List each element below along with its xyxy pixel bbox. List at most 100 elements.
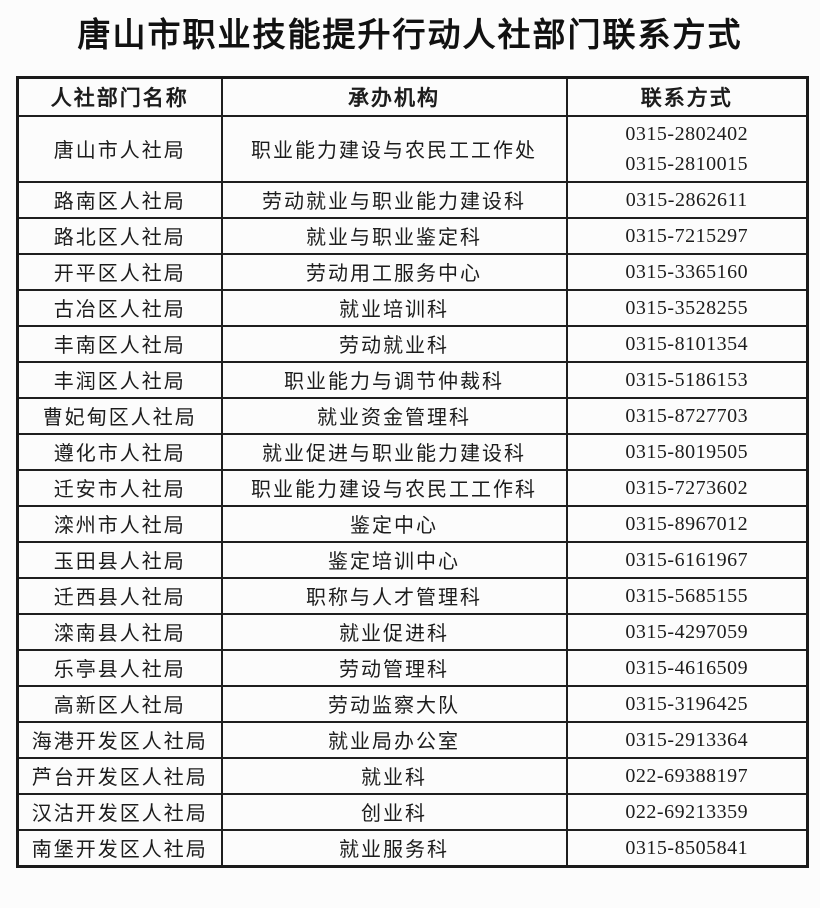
page-title: 唐山市职业技能提升行动人社部门联系方式 [77, 18, 743, 54]
phone-number: 0315-3196425 [625, 692, 749, 715]
agency-cell: 劳动管理科 [220, 648, 568, 687]
table-row: 高新区人社局 劳动监察大队 0315-3196425 [16, 684, 809, 723]
phone-number: 0315-8967012 [625, 512, 749, 535]
dept-cell: 丰润区人社局 [16, 360, 223, 399]
phone-number: 0315-7215297 [625, 224, 749, 247]
phone-number: 0315-2810015 [625, 152, 749, 175]
table-row: 曹妃甸区人社局 就业资金管理科 0315-8727703 [16, 396, 809, 435]
table-row: 滦州市人社局 鉴定中心 0315-8967012 [16, 504, 809, 543]
table-row: 遵化市人社局 就业促进与职业能力建设科 0315-8019505 [16, 432, 809, 471]
phone-number: 0315-3528255 [625, 296, 749, 319]
phone-cell: 0315-2862611 [565, 180, 809, 219]
table-row: 唐山市人社局 职业能力建设与农民工工作处 0315-2802402 0315-2810… [16, 114, 809, 183]
dept-cell: 乐亭县人社局 [16, 648, 223, 687]
phone-cell: 0315-3196425 [565, 684, 809, 723]
phone-number: 0315-8101354 [625, 332, 749, 355]
phone-number: 022-69213359 [625, 800, 749, 823]
agency-cell: 创业科 [220, 792, 568, 831]
dept-cell: 南堡开发区人社局 [16, 828, 223, 867]
phone-cell: 0315-5186153 [565, 360, 809, 399]
table-row: 路南区人社局 劳动就业与职业能力建设科 0315-2862611 [16, 180, 809, 219]
phone-number: 0315-4297059 [625, 620, 749, 643]
table-row: 迁安市人社局 职业能力建设与农民工工作科 0315-7273602 [16, 468, 809, 507]
phone-cell: 0315-8101354 [565, 324, 809, 363]
phone-cell: 0315-2913364 [565, 720, 809, 759]
phone-number: 0315-2862611 [625, 188, 748, 211]
header-row: 人社部门名称 承办机构 联系方式 [16, 76, 809, 117]
phone-number: 0315-5685155 [625, 584, 749, 607]
agency-cell: 就业科 [220, 756, 568, 795]
phone-cell: 0315-3365160 [565, 252, 809, 291]
phone-cell: 0315-8019505 [565, 432, 809, 471]
phone-cell: 022-69388197 [565, 756, 809, 795]
phone-cell: 0315-7215297 [565, 216, 809, 255]
table-row: 南堡开发区人社局 就业服务科 0315-8505841 [16, 828, 809, 867]
header-dept: 人社部门名称 [16, 76, 223, 117]
dept-cell: 路南区人社局 [16, 180, 223, 219]
dept-cell: 遵化市人社局 [16, 432, 223, 471]
phone-cell: 0315-4616509 [565, 648, 809, 687]
table-row: 汉沽开发区人社局 创业科 022-69213359 [16, 792, 809, 831]
agency-cell: 就业服务科 [220, 828, 568, 867]
phone-number: 0315-5186153 [625, 368, 749, 391]
agency-cell: 职业能力建设与农民工工作科 [220, 468, 568, 507]
dept-cell: 曹妃甸区人社局 [16, 396, 223, 435]
dept-cell: 滦南县人社局 [16, 612, 223, 651]
agency-cell: 劳动用工服务中心 [220, 252, 568, 291]
phone-cell: 0315-6161967 [565, 540, 809, 579]
agency-cell: 就业培训科 [220, 288, 568, 327]
table-row: 滦南县人社局 就业促进科 0315-4297059 [16, 612, 809, 651]
agency-cell: 就业促进科 [220, 612, 568, 651]
table-row: 丰润区人社局 职业能力与调节仲裁科 0315-5186153 [16, 360, 809, 399]
table-row: 乐亭县人社局 劳动管理科 0315-4616509 [16, 648, 809, 687]
contact-table: 人社部门名称 承办机构 联系方式 唐山市人社局 职业能力建设与农民工工作处 0315… [16, 76, 809, 868]
table-row: 开平区人社局 劳动用工服务中心 0315-3365160 [16, 252, 809, 291]
dept-cell: 海港开发区人社局 [16, 720, 223, 759]
phone-number: 0315-2802402 [625, 122, 749, 145]
table-row: 玉田县人社局 鉴定培训中心 0315-6161967 [16, 540, 809, 579]
table-row: 迁西县人社局 职称与人才管理科 0315-5685155 [16, 576, 809, 615]
table-row: 古冶区人社局 就业培训科 0315-3528255 [16, 288, 809, 327]
dept-cell: 滦州市人社局 [16, 504, 223, 543]
dept-cell: 开平区人社局 [16, 252, 223, 291]
dept-cell: 唐山市人社局 [16, 114, 223, 183]
table-body: 唐山市人社局 职业能力建设与农民工工作处 0315-2802402 0315-2810… [16, 114, 809, 867]
phone-number: 0315-3365160 [625, 260, 749, 283]
dept-cell: 高新区人社局 [16, 684, 223, 723]
phone-cell: 0315-5685155 [565, 576, 809, 615]
agency-cell: 就业促进与职业能力建设科 [220, 432, 568, 471]
phone-cell: 022-69213359 [565, 792, 809, 831]
dept-cell: 丰南区人社局 [16, 324, 223, 363]
agency-cell: 就业局办公室 [220, 720, 568, 759]
agency-cell: 职称与人才管理科 [220, 576, 568, 615]
phone-cell: 0315-4297059 [565, 612, 809, 651]
phone-number: 0315-8019505 [625, 440, 749, 463]
phone-number: 0315-2913364 [625, 728, 749, 751]
agency-cell: 劳动就业科 [220, 324, 568, 363]
phone-number: 022-69388197 [625, 764, 749, 787]
dept-cell: 古冶区人社局 [16, 288, 223, 327]
phone-cell: 0315-7273602 [565, 468, 809, 507]
table-header: 人社部门名称 承办机构 联系方式 [16, 76, 809, 117]
agency-cell: 就业与职业鉴定科 [220, 216, 568, 255]
dept-cell: 玉田县人社局 [16, 540, 223, 579]
dept-cell: 迁西县人社局 [16, 576, 223, 615]
dept-cell: 汉沽开发区人社局 [16, 792, 223, 831]
phone-cell: 0315-2802402 0315-2810015 [565, 114, 809, 183]
agency-cell: 鉴定培训中心 [220, 540, 568, 579]
header-agency: 承办机构 [220, 76, 568, 117]
phone-number: 0315-8727703 [625, 404, 749, 427]
dept-cell: 路北区人社局 [16, 216, 223, 255]
agency-cell: 职业能力与调节仲裁科 [220, 360, 568, 399]
agency-cell: 就业资金管理科 [220, 396, 568, 435]
header-phone: 联系方式 [565, 76, 809, 117]
dept-cell: 芦台开发区人社局 [16, 756, 223, 795]
phone-number: 0315-4616509 [625, 656, 749, 679]
phone-cell: 0315-3528255 [565, 288, 809, 327]
table-row: 路北区人社局 就业与职业鉴定科 0315-7215297 [16, 216, 809, 255]
table-row: 芦台开发区人社局 就业科 022-69388197 [16, 756, 809, 795]
phone-cell: 0315-8505841 [565, 828, 809, 867]
phone-cell: 0315-8727703 [565, 396, 809, 435]
agency-cell: 劳动就业与职业能力建设科 [220, 180, 568, 219]
